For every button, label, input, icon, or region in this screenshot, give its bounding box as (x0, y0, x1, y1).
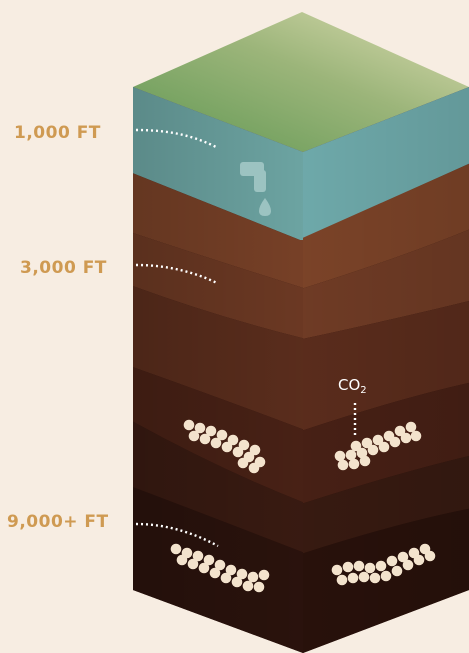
co2-label-main: CO (338, 376, 361, 394)
depth-label-9000ft: 9,000+ FT (7, 512, 109, 532)
co2-cluster-left-upper (183, 419, 266, 474)
depth-label-1000ft: 1,000 FT (14, 123, 101, 143)
co2-cluster-right-lower (331, 543, 436, 586)
co2-cluster-right-upper (334, 421, 422, 471)
leader-line-3000 (135, 263, 218, 285)
depth-label-3000ft: 3,000 FT (20, 258, 107, 278)
co2-label-subscript: 2 (360, 385, 367, 396)
leader-line-1000 (135, 128, 217, 149)
faucet-icon (240, 162, 271, 216)
surface-top (133, 12, 469, 152)
co2-label: CO2 (338, 376, 367, 396)
co2-cluster-left-lower (170, 543, 270, 593)
